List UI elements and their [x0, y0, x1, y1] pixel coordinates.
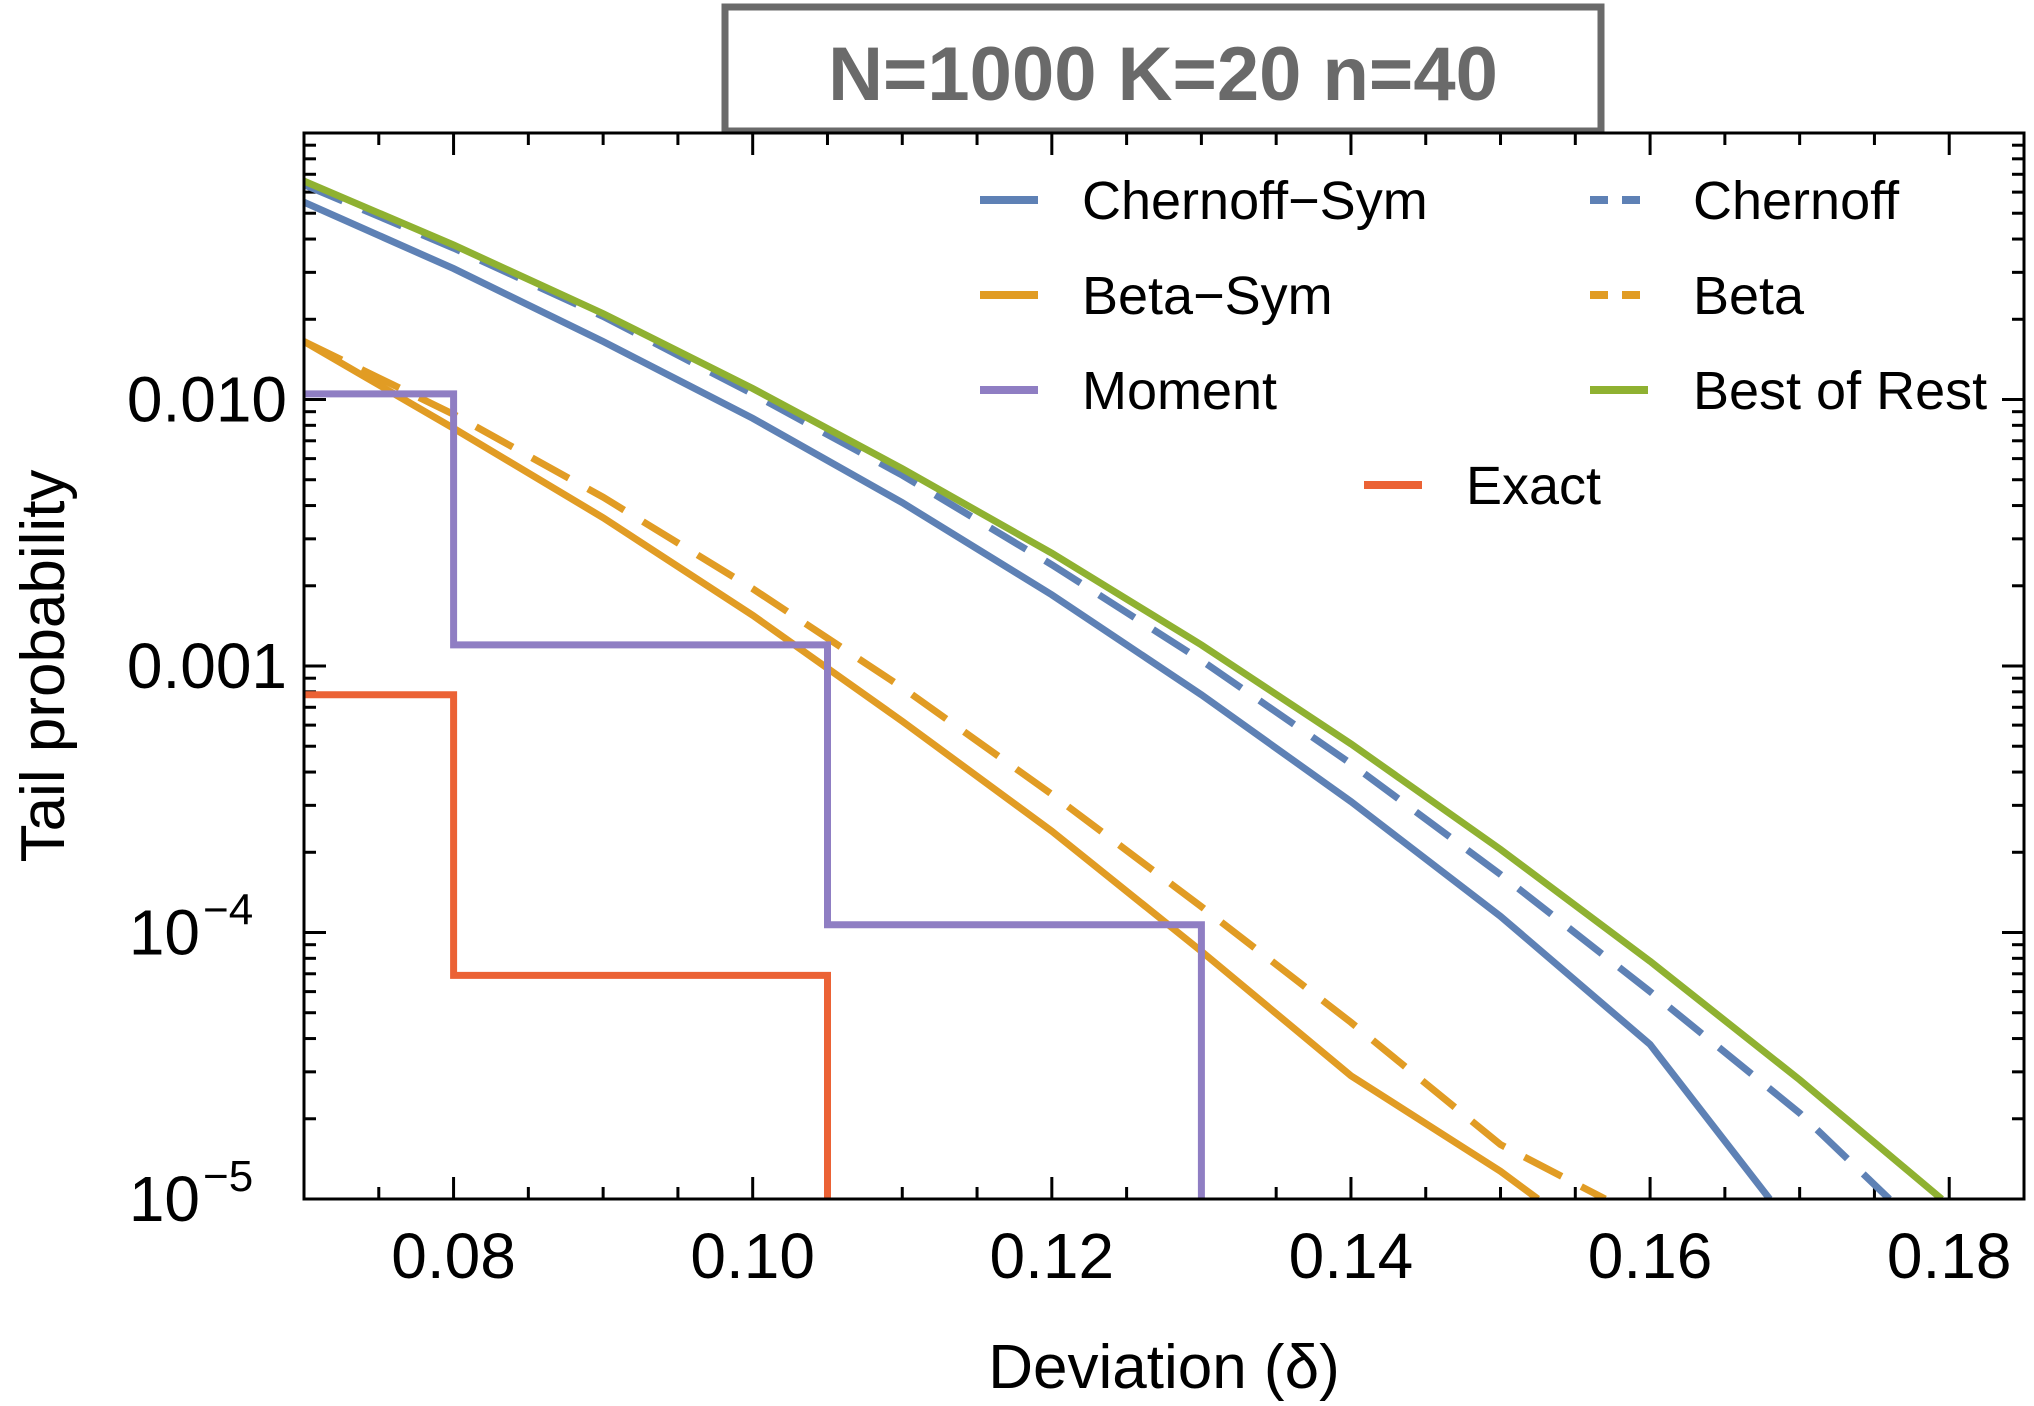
- y-tick-label: 10: [129, 897, 200, 969]
- legend-label-chernoff-sym: Chernoff−Sym: [1082, 171, 1428, 231]
- y-tick-label: 0.010: [127, 364, 287, 436]
- plot-frame: [302, 131, 2026, 1201]
- y-axis-title: Tail probability: [9, 470, 78, 863]
- legend-label-best-of-rest: Best of Rest: [1693, 361, 1987, 421]
- legend-label-moment: Moment: [1082, 361, 1277, 421]
- series-line-best-of-rest: [304, 177, 1944, 1199]
- series-line-beta: [304, 338, 1607, 1199]
- legend-label-chernoff: Chernoff: [1693, 171, 1900, 231]
- series-layer: [304, 177, 1944, 1199]
- axis-ticks: [302, 133, 2026, 1201]
- chart-title-box: N=1000 K=20 n=40: [721, 3, 1605, 135]
- x-tick-label: 0.10: [690, 1220, 815, 1292]
- chart-legend: Chernoff−Sym Chernoff Beta−Sym Beta Moment Be…: [980, 171, 1987, 516]
- series-line-exact: [304, 691, 831, 1199]
- x-tick-label: 0.08: [391, 1220, 516, 1292]
- series-line-chernoff-sym: [304, 199, 1773, 1199]
- x-axis-title: Deviation (δ): [988, 1333, 1340, 1402]
- x-tick-label: 0.16: [1588, 1220, 1713, 1292]
- x-tick-label: 0.14: [1289, 1220, 1414, 1292]
- x-tick-labels: 0.08 0.10 0.12 0.14 0.16 0.18: [391, 1220, 2011, 1292]
- series-line-moment: [304, 390, 1205, 1199]
- y-tick-exponent: −5: [203, 1152, 253, 1201]
- series-line-chernoff: [304, 181, 1892, 1199]
- series-line-beta-sym: [304, 338, 1540, 1199]
- y-tick-exponent: −4: [203, 886, 253, 935]
- legend-label-exact: Exact: [1466, 456, 1601, 516]
- x-tick-label: 0.18: [1887, 1220, 2012, 1292]
- title-frame: [721, 3, 1605, 135]
- y-tick-label: 10: [129, 1163, 200, 1235]
- chart-title: N=1000 K=20 n=40: [828, 32, 1498, 117]
- legend-label-beta: Beta: [1693, 266, 1805, 326]
- x-tick-label: 0.12: [990, 1220, 1115, 1292]
- y-tick-label: 0.001: [127, 630, 287, 702]
- legend-label-beta-sym: Beta−Sym: [1082, 266, 1333, 326]
